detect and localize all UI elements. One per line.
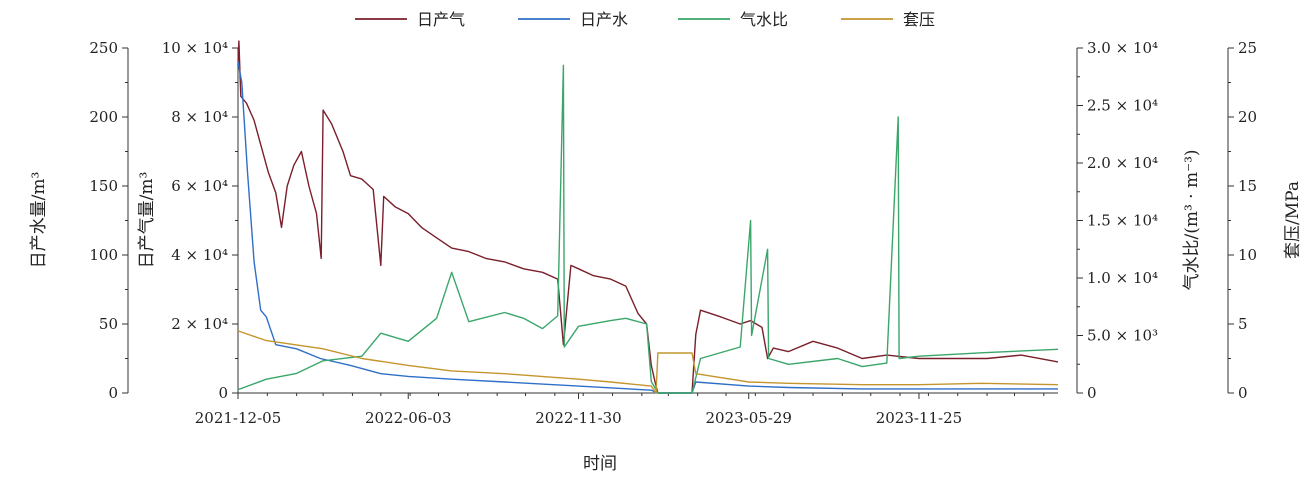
pressure-tick-label: 20 [1238, 108, 1257, 126]
series-line-gas [237, 40, 1059, 394]
gas-tick-label: 6 × 10⁴ [171, 177, 228, 195]
pressure-tick-label: 15 [1238, 177, 1257, 195]
water-tick-label: 150 [89, 177, 118, 195]
axes-layer: 2021-12-05 2022-06-03 2022-11-30 2023-05-29… [29, 39, 1303, 427]
gas-tick-label: 0 [218, 384, 228, 402]
series-line-pressure [237, 330, 1059, 394]
legend-label-gas: 日产气 [417, 10, 465, 29]
series-line-water [237, 61, 1058, 394]
x-tick-label: 2023-11-25 [876, 409, 962, 427]
ratio-tick-label: 2.5 × 10⁴ [1087, 97, 1158, 115]
ratio-tick-label: 3.0 × 10⁴ [1087, 39, 1158, 57]
legend-label-water: 日产水 [580, 10, 628, 29]
ratio-tick-label: 1.5 × 10⁴ [1087, 212, 1158, 230]
x-axis-label: 时间 [583, 454, 617, 474]
pressure-tick-label: 25 [1238, 39, 1257, 57]
ratio-axis-label: 气水比/(m³ · m⁻³) [1182, 149, 1202, 290]
pressure-tick-label: 0 [1238, 384, 1248, 402]
water-tick-label: 100 [89, 246, 118, 264]
ratio-tick-label: 5.0 × 10³ [1087, 327, 1158, 345]
water-tick-label: 250 [89, 39, 118, 57]
ratio-tick-label: 1.0 × 10⁴ [1087, 269, 1158, 287]
pressure-tick-label: 10 [1238, 246, 1257, 264]
legend: 日产气 日产水 气水比 套压 [355, 10, 935, 29]
gas-tick-label: 8 × 10⁴ [171, 108, 228, 126]
pressure-tick-label: 5 [1238, 315, 1248, 333]
series-layer [237, 40, 1059, 394]
x-tick-label: 2022-11-30 [535, 409, 621, 427]
ratio-tick-label: 0 [1087, 384, 1097, 402]
x-tick-label: 2021-12-05 [195, 409, 281, 427]
x-tick-label: 2022-06-03 [365, 409, 451, 427]
legend-label-ratio: 气水比 [740, 10, 788, 29]
legend-label-pressure: 套压 [903, 10, 935, 29]
pressure-axis-label: 套压/MPa [1283, 181, 1303, 259]
x-tick-label: 2023-05-29 [705, 409, 791, 427]
gas-tick-label: 10 × 10⁴ [162, 39, 228, 57]
gas-tick-label: 4 × 10⁴ [171, 246, 228, 264]
series-line-ratio [237, 64, 1059, 394]
water-axis-label: 日产水量/m³ [29, 172, 49, 269]
gas-tick-label: 2 × 10⁴ [171, 315, 228, 333]
water-tick-label: 0 [108, 384, 118, 402]
water-tick-label: 200 [89, 108, 118, 126]
water-tick-label: 50 [99, 315, 118, 333]
ratio-tick-label: 2.0 × 10⁴ [1087, 154, 1158, 172]
gas-axis-label: 日产气量/m³ [137, 172, 157, 269]
